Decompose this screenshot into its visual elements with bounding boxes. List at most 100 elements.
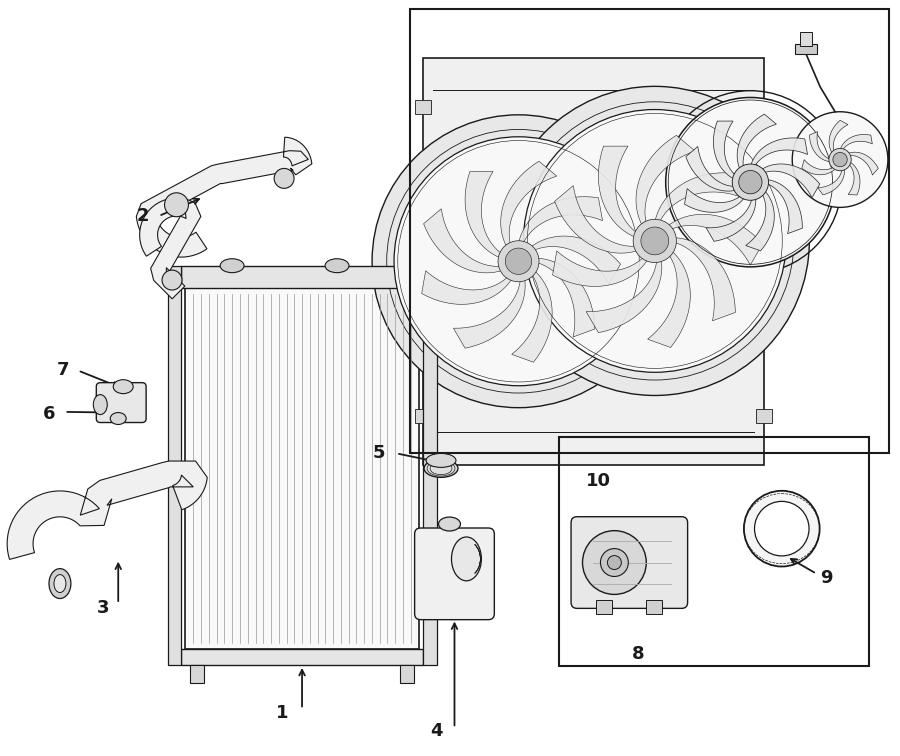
Polygon shape — [465, 172, 504, 259]
Bar — [423, 265, 436, 665]
Polygon shape — [848, 152, 878, 175]
Bar — [185, 287, 418, 649]
Bar — [191, 665, 204, 683]
Polygon shape — [422, 271, 512, 305]
Bar — [756, 409, 772, 423]
Polygon shape — [454, 277, 526, 349]
Bar — [597, 600, 612, 615]
Text: 4: 4 — [430, 721, 443, 739]
Polygon shape — [802, 160, 836, 175]
Polygon shape — [829, 120, 848, 153]
Bar — [415, 100, 431, 113]
Polygon shape — [737, 114, 777, 170]
Polygon shape — [765, 179, 802, 234]
Polygon shape — [809, 132, 832, 162]
Polygon shape — [140, 198, 201, 299]
Polygon shape — [671, 237, 735, 321]
Ellipse shape — [424, 460, 458, 477]
Polygon shape — [667, 215, 762, 265]
Circle shape — [524, 110, 787, 372]
Bar — [182, 265, 423, 287]
Polygon shape — [535, 259, 595, 337]
Text: 1: 1 — [275, 704, 288, 722]
Ellipse shape — [325, 259, 349, 273]
Circle shape — [274, 169, 294, 188]
Circle shape — [608, 556, 621, 569]
Circle shape — [634, 219, 677, 262]
Bar — [415, 254, 431, 268]
Text: 8: 8 — [632, 646, 644, 664]
Text: 9: 9 — [820, 569, 832, 587]
Polygon shape — [685, 188, 745, 212]
Polygon shape — [714, 121, 737, 179]
Polygon shape — [818, 168, 844, 195]
Circle shape — [372, 115, 665, 407]
Bar — [400, 665, 414, 683]
Polygon shape — [848, 162, 860, 195]
Bar — [182, 649, 423, 665]
Bar — [410, 9, 889, 454]
Text: 3: 3 — [97, 599, 109, 617]
Text: 7: 7 — [57, 361, 69, 380]
FancyBboxPatch shape — [96, 383, 146, 423]
Bar — [756, 254, 772, 268]
Bar — [415, 409, 431, 423]
Polygon shape — [554, 185, 639, 253]
Circle shape — [641, 227, 669, 255]
Polygon shape — [424, 209, 503, 273]
Polygon shape — [686, 147, 737, 191]
Circle shape — [600, 549, 628, 577]
Text: 2: 2 — [137, 207, 149, 225]
Polygon shape — [586, 258, 662, 333]
Polygon shape — [840, 135, 872, 151]
Polygon shape — [7, 461, 207, 559]
Bar — [560, 437, 868, 667]
Circle shape — [832, 153, 847, 167]
Polygon shape — [598, 146, 639, 237]
Circle shape — [829, 148, 851, 171]
Circle shape — [744, 491, 820, 566]
Bar — [800, 32, 812, 46]
Polygon shape — [512, 270, 553, 362]
Circle shape — [733, 164, 769, 200]
Polygon shape — [553, 251, 649, 287]
Circle shape — [162, 270, 182, 290]
Text: 10: 10 — [586, 472, 610, 490]
Circle shape — [754, 501, 809, 556]
Circle shape — [498, 240, 539, 282]
Ellipse shape — [438, 517, 461, 531]
Circle shape — [165, 193, 188, 217]
Ellipse shape — [111, 413, 126, 425]
Polygon shape — [500, 161, 557, 248]
Circle shape — [582, 531, 646, 594]
Polygon shape — [636, 135, 695, 227]
Bar — [167, 265, 182, 665]
Polygon shape — [655, 173, 743, 225]
Polygon shape — [751, 138, 807, 169]
Bar — [646, 600, 662, 615]
Polygon shape — [136, 138, 311, 257]
Polygon shape — [706, 197, 756, 241]
Bar — [423, 58, 764, 465]
Ellipse shape — [113, 380, 133, 394]
Ellipse shape — [49, 569, 71, 599]
Circle shape — [792, 112, 888, 207]
Polygon shape — [760, 164, 820, 198]
Bar — [756, 100, 772, 113]
FancyBboxPatch shape — [415, 528, 494, 620]
FancyBboxPatch shape — [572, 516, 688, 609]
Ellipse shape — [452, 537, 482, 581]
Polygon shape — [518, 197, 602, 246]
Polygon shape — [530, 236, 620, 284]
Bar — [796, 44, 817, 54]
Circle shape — [739, 171, 762, 194]
Ellipse shape — [220, 259, 244, 273]
Circle shape — [500, 86, 809, 395]
Text: 5: 5 — [373, 445, 385, 463]
Ellipse shape — [54, 575, 66, 593]
Polygon shape — [648, 250, 690, 348]
Ellipse shape — [426, 454, 456, 467]
Circle shape — [505, 248, 532, 274]
Circle shape — [666, 98, 835, 267]
Ellipse shape — [94, 395, 107, 414]
